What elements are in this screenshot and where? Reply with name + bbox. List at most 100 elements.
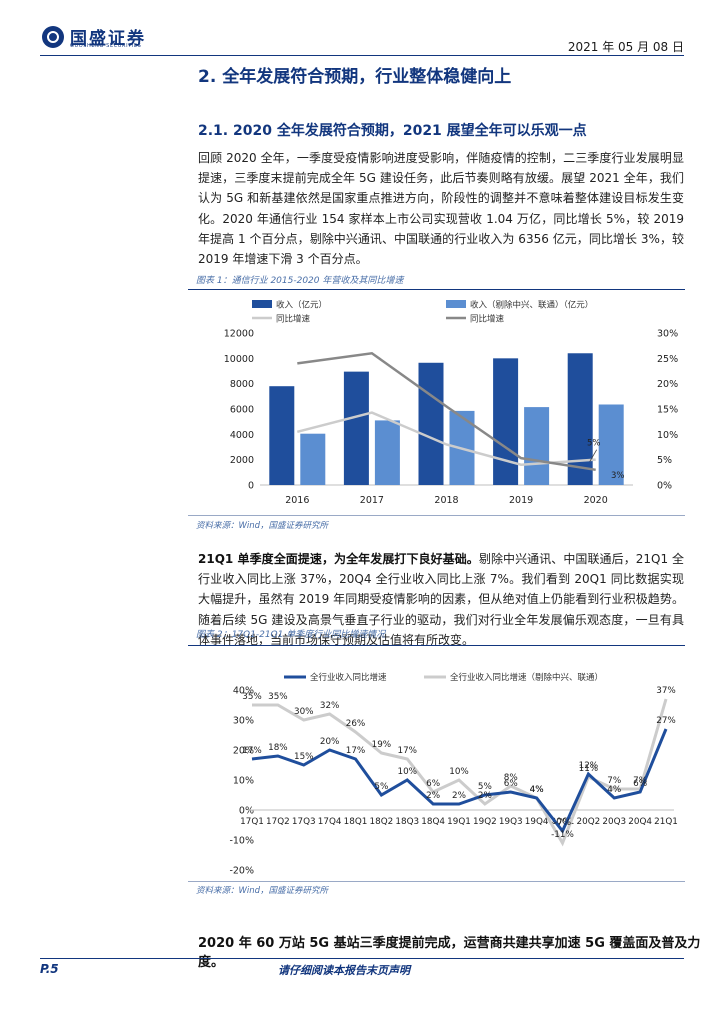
data-label-light: 17% — [397, 746, 417, 756]
data-label-light: 30% — [294, 707, 314, 717]
x-tick-label: 2020 — [584, 495, 608, 506]
bar — [524, 407, 550, 485]
quarterly-growth-chart: -20%-10%0%10%20%30%40%17Q1 17Q2 17Q3 17Q4 18… — [229, 672, 678, 877]
x-tick-label: 18Q3 — [395, 817, 419, 827]
bar — [269, 386, 295, 485]
y-tick-label: 10000 — [224, 354, 254, 365]
figure-1-title: 图表 1：通信行业 2015-2020 年营收及其同比增速 — [196, 276, 404, 286]
data-label-dark: 27% — [656, 716, 676, 726]
y-tick-label: 40% — [233, 686, 254, 697]
paragraph-2: 21Q1 单季度全面提速，为全年发展打下良好基础。剔除中兴通讯、中国联通后，21… — [198, 549, 684, 650]
x-tick-label: 18Q4 — [421, 817, 445, 827]
legend-label: 同比增速 — [470, 314, 505, 325]
data-label-light: 19% — [372, 740, 392, 750]
report-date: 2021 年 05 月 08 日 — [567, 40, 684, 54]
data-label-dark: 4% — [607, 785, 621, 795]
data-label-dark: -7% — [554, 818, 571, 828]
x-tick-label: 2016 — [285, 495, 309, 506]
x-tick-label: 21Q1 — [654, 817, 678, 827]
legend-swatch — [252, 300, 272, 308]
y2-tick-label: 20% — [657, 379, 678, 390]
data-label-light: 4% — [530, 785, 544, 795]
paragraph-2-body: 剔除中兴通讯、中国联通后，21Q1 全行业收入同比上涨 37%，20Q4 全行业… — [198, 552, 684, 647]
subsection-title: 2.1. 2020 全年发展符合预期，2021 展望全年可以乐观一点 — [198, 123, 587, 139]
bar — [493, 358, 519, 485]
data-label: 3% — [611, 471, 625, 481]
data-label-light: -11% — [551, 830, 574, 840]
y2-tick-label: 5% — [657, 455, 672, 466]
x-tick-label: 17Q1 — [240, 817, 264, 827]
y-tick-label: 0 — [248, 481, 254, 492]
data-label-dark: 12% — [579, 761, 599, 771]
data-label-light: 6% — [426, 779, 440, 789]
y-tick-label: 30% — [233, 716, 254, 727]
data-label-dark: 15% — [294, 752, 314, 762]
paragraph-1: 回顾 2020 全年，一季度受疫情影响进度受影响，伴随疫情的控制，二三季度行业发… — [198, 151, 684, 267]
data-label-dark: 2% — [426, 791, 440, 801]
data-label-light: 7% — [607, 776, 621, 786]
data-label-dark: 6% — [633, 779, 647, 789]
bar — [300, 433, 326, 485]
x-tick-label: 17Q2 — [266, 817, 290, 827]
data-label-dark: 17% — [346, 746, 366, 756]
x-tick-label: 2018 — [434, 495, 458, 506]
y2-tick-label: 10% — [657, 430, 678, 441]
data-label-dark: 5% — [374, 782, 388, 792]
x-tick-label: 19Q1 — [447, 817, 471, 827]
bar — [374, 420, 400, 485]
y-tick-label: -20% — [229, 866, 254, 877]
data-label-light: 35% — [242, 692, 262, 702]
data-label-dark: 2% — [452, 791, 466, 801]
x-tick-label: 20Q1 — [551, 817, 575, 827]
y-tick-label: 2000 — [230, 455, 254, 466]
brand-name: 国盛证券 — [70, 29, 146, 49]
figure-1-source: 资料来源：Wind，国盛证券研究所 — [196, 521, 329, 531]
bar — [418, 362, 444, 485]
annotation-leader — [589, 449, 598, 462]
x-tick-label: 18Q2 — [370, 817, 394, 827]
growth-line — [297, 351, 596, 472]
data-label-dark: 20% — [320, 737, 340, 747]
footer-divider — [40, 958, 684, 959]
data-label-light: 10% — [449, 767, 469, 777]
data-label-dark: 17% — [242, 746, 262, 756]
section-title: 2. 全年发展符合预期，行业整体稳健向上 — [198, 67, 512, 87]
brand-subtitle: GUOSHENG SECURITIES — [70, 43, 142, 49]
data-label-dark: 5% — [478, 782, 492, 792]
y2-tick-label: 30% — [657, 329, 678, 340]
y-tick-label: 10% — [233, 776, 254, 787]
data-label-light: 37% — [656, 686, 676, 696]
x-tick-label: 20Q2 — [577, 817, 601, 827]
legend-label: 同比增速 — [276, 314, 311, 325]
x-tick-label: 19Q3 — [499, 817, 523, 827]
data-label-dark: 10% — [397, 767, 417, 777]
bar — [343, 371, 369, 485]
growth-line-all — [251, 728, 668, 834]
y-tick-label: 0% — [239, 806, 254, 817]
legend-label: 收入（亿元） — [276, 300, 327, 311]
x-tick-label: 19Q2 — [473, 817, 497, 827]
y-tick-label: 12000 — [224, 329, 254, 340]
figure-1-top-rule — [188, 289, 685, 290]
data-label-light: 2% — [478, 791, 492, 801]
header-divider — [40, 55, 684, 56]
data-label-light: 26% — [346, 719, 366, 729]
data-label: 5% — [587, 439, 601, 449]
x-tick-label: 17Q3 — [292, 817, 316, 827]
figure-2-top-rule — [188, 645, 685, 646]
figure-2-source: 资料来源：Wind，国盛证券研究所 — [196, 886, 329, 896]
y-tick-label: 6000 — [230, 405, 254, 416]
data-label-light: 11% — [579, 764, 599, 774]
x-tick-label: 2017 — [360, 495, 384, 506]
legend-label: 收入（剔除中兴、联通）（亿元） — [470, 300, 593, 311]
bar — [598, 404, 624, 485]
y-tick-label: 20% — [233, 746, 254, 757]
data-label-light: 7% — [633, 776, 647, 786]
bar — [567, 353, 593, 485]
x-tick-label: 20Q3 — [602, 817, 626, 827]
legend-label: 全行业收入同比增速（剔除中兴、联通） — [450, 672, 603, 683]
legend-swatch — [446, 300, 466, 308]
paragraph-2-lead: 21Q1 单季度全面提速，为全年发展打下良好基础。 — [198, 552, 479, 566]
y-tick-label: 8000 — [230, 379, 254, 390]
y-tick-label: -10% — [229, 836, 254, 847]
